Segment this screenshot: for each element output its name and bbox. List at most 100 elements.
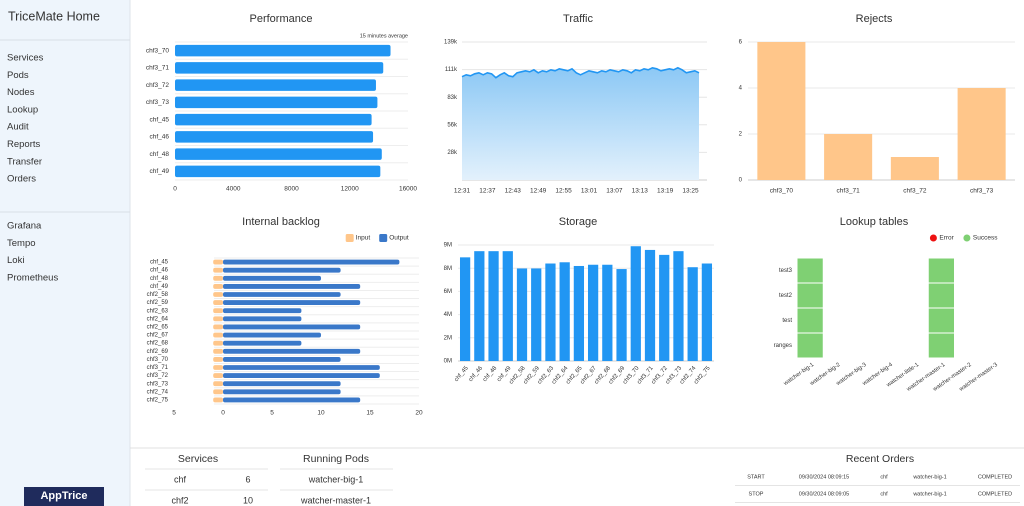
bar xyxy=(213,283,223,289)
bar xyxy=(213,332,223,338)
cell: 10 xyxy=(243,495,253,505)
x-tick-label: 15 xyxy=(366,410,374,417)
bar xyxy=(175,62,384,74)
legend-label: Input xyxy=(356,235,371,242)
heat-cell xyxy=(927,282,955,309)
menu-item[interactable]: Orders xyxy=(7,174,36,185)
bar xyxy=(213,300,223,306)
bar xyxy=(213,292,223,297)
y-tick-label: 6 xyxy=(739,40,743,46)
bar xyxy=(223,292,341,297)
bar xyxy=(459,257,471,361)
bar xyxy=(223,389,341,395)
bar xyxy=(175,113,372,126)
x-tick-label: 12:55 xyxy=(555,188,572,195)
bar xyxy=(213,348,223,354)
x-tick-label: 5 xyxy=(172,410,176,417)
bar xyxy=(223,267,341,273)
menu-item[interactable]: Nodes xyxy=(7,87,35,98)
y-tick-label: 9M xyxy=(444,243,452,249)
app-title[interactable]: TriceMate Home xyxy=(8,9,100,23)
y-tick-label: test2 xyxy=(779,293,793,299)
y-tick-label: test3 xyxy=(779,268,793,274)
bar xyxy=(824,134,873,180)
menu-item[interactable]: Audit xyxy=(7,122,29,133)
menu-item[interactable]: Reports xyxy=(7,139,41,150)
bar xyxy=(213,259,223,265)
bar xyxy=(213,324,223,330)
area-fill xyxy=(462,67,699,180)
bar xyxy=(630,246,641,361)
y-tick-label: 4 xyxy=(739,86,743,92)
x-tick-label: chf2_75 xyxy=(693,365,712,386)
menu-item[interactable]: Tempo xyxy=(7,238,36,249)
x-tick-label: 12:31 xyxy=(454,188,471,195)
legend-swatch xyxy=(929,234,937,242)
y-tick-label: chf_48 xyxy=(150,276,169,282)
y-tick-label: chf2_74 xyxy=(147,389,169,395)
y-tick-label: chf_49 xyxy=(149,168,169,175)
y-tick-label: chf_45 xyxy=(150,260,169,266)
menu-item[interactable]: Services xyxy=(7,53,44,64)
bar xyxy=(757,42,806,180)
bar xyxy=(213,340,223,346)
y-tick-label: 83k xyxy=(447,95,458,101)
bar xyxy=(213,356,223,362)
bar xyxy=(223,356,341,362)
x-tick-label: 0 xyxy=(221,410,225,417)
bar xyxy=(223,283,361,289)
legend-swatch xyxy=(345,234,354,242)
y-tick-label: chf_48 xyxy=(149,151,169,158)
x-tick-label: 12:49 xyxy=(530,188,547,195)
panel-title: Services xyxy=(178,453,218,465)
bar xyxy=(223,348,361,354)
logo[interactable]: AppTrice xyxy=(40,490,87,502)
x-tick-label: 13:07 xyxy=(606,188,623,195)
bar xyxy=(223,324,361,330)
y-tick-label: chf2_65 xyxy=(147,325,169,331)
x-tick-label: 13:25 xyxy=(682,188,699,195)
menu-item[interactable]: Loki xyxy=(7,255,24,266)
y-tick-label: chf2_63 xyxy=(147,308,169,314)
cell: 09/30/2024 08:09:05 xyxy=(799,491,849,497)
legend-swatch xyxy=(963,234,971,242)
y-tick-label: 139k xyxy=(444,40,458,46)
heat-cell xyxy=(796,332,824,359)
cell: watcher-big-1 xyxy=(912,474,946,480)
bar xyxy=(223,365,380,370)
bar xyxy=(890,157,939,180)
x-tick-label: 13:01 xyxy=(581,188,598,195)
menu-item[interactable]: Transfer xyxy=(7,156,42,167)
bar xyxy=(175,165,381,178)
legend-swatch xyxy=(379,234,388,242)
bar xyxy=(213,316,223,322)
x-tick-label: 12:43 xyxy=(505,188,522,195)
cell: COMPLETED xyxy=(978,474,1012,480)
cell: STOP xyxy=(749,491,764,497)
y-tick-label: 2M xyxy=(444,335,452,341)
panel-title: Running Pods xyxy=(303,453,369,465)
menu-item[interactable]: Grafana xyxy=(7,221,42,232)
chart-title: Traffic xyxy=(563,13,593,25)
y-tick-label: 2 xyxy=(739,132,743,138)
y-tick-label: 111k xyxy=(445,67,458,73)
bar xyxy=(957,88,1006,180)
menu-item[interactable]: Pods xyxy=(7,70,29,81)
menu-item[interactable]: Lookup xyxy=(7,104,38,115)
x-tick-label: chf3_70 xyxy=(770,188,794,195)
cell: chf xyxy=(880,474,888,480)
chart-title: Performance xyxy=(250,13,313,25)
menu-item[interactable]: Prometheus xyxy=(7,272,58,283)
y-tick-label: 4M xyxy=(444,312,452,318)
bar xyxy=(223,373,380,379)
bar xyxy=(223,308,302,314)
y-tick-label: 56k xyxy=(447,122,458,128)
bar xyxy=(573,265,585,361)
cell: 09/30/2024 08:09:15 xyxy=(799,474,849,480)
y-tick-label: chf3_71 xyxy=(147,365,169,371)
bar xyxy=(223,381,341,387)
y-tick-label: chf3_72 xyxy=(147,373,169,379)
chart-title: Lookup tables xyxy=(840,216,909,228)
y-tick-label: chf_46 xyxy=(149,134,169,141)
x-tick-label: 5 xyxy=(270,410,274,417)
